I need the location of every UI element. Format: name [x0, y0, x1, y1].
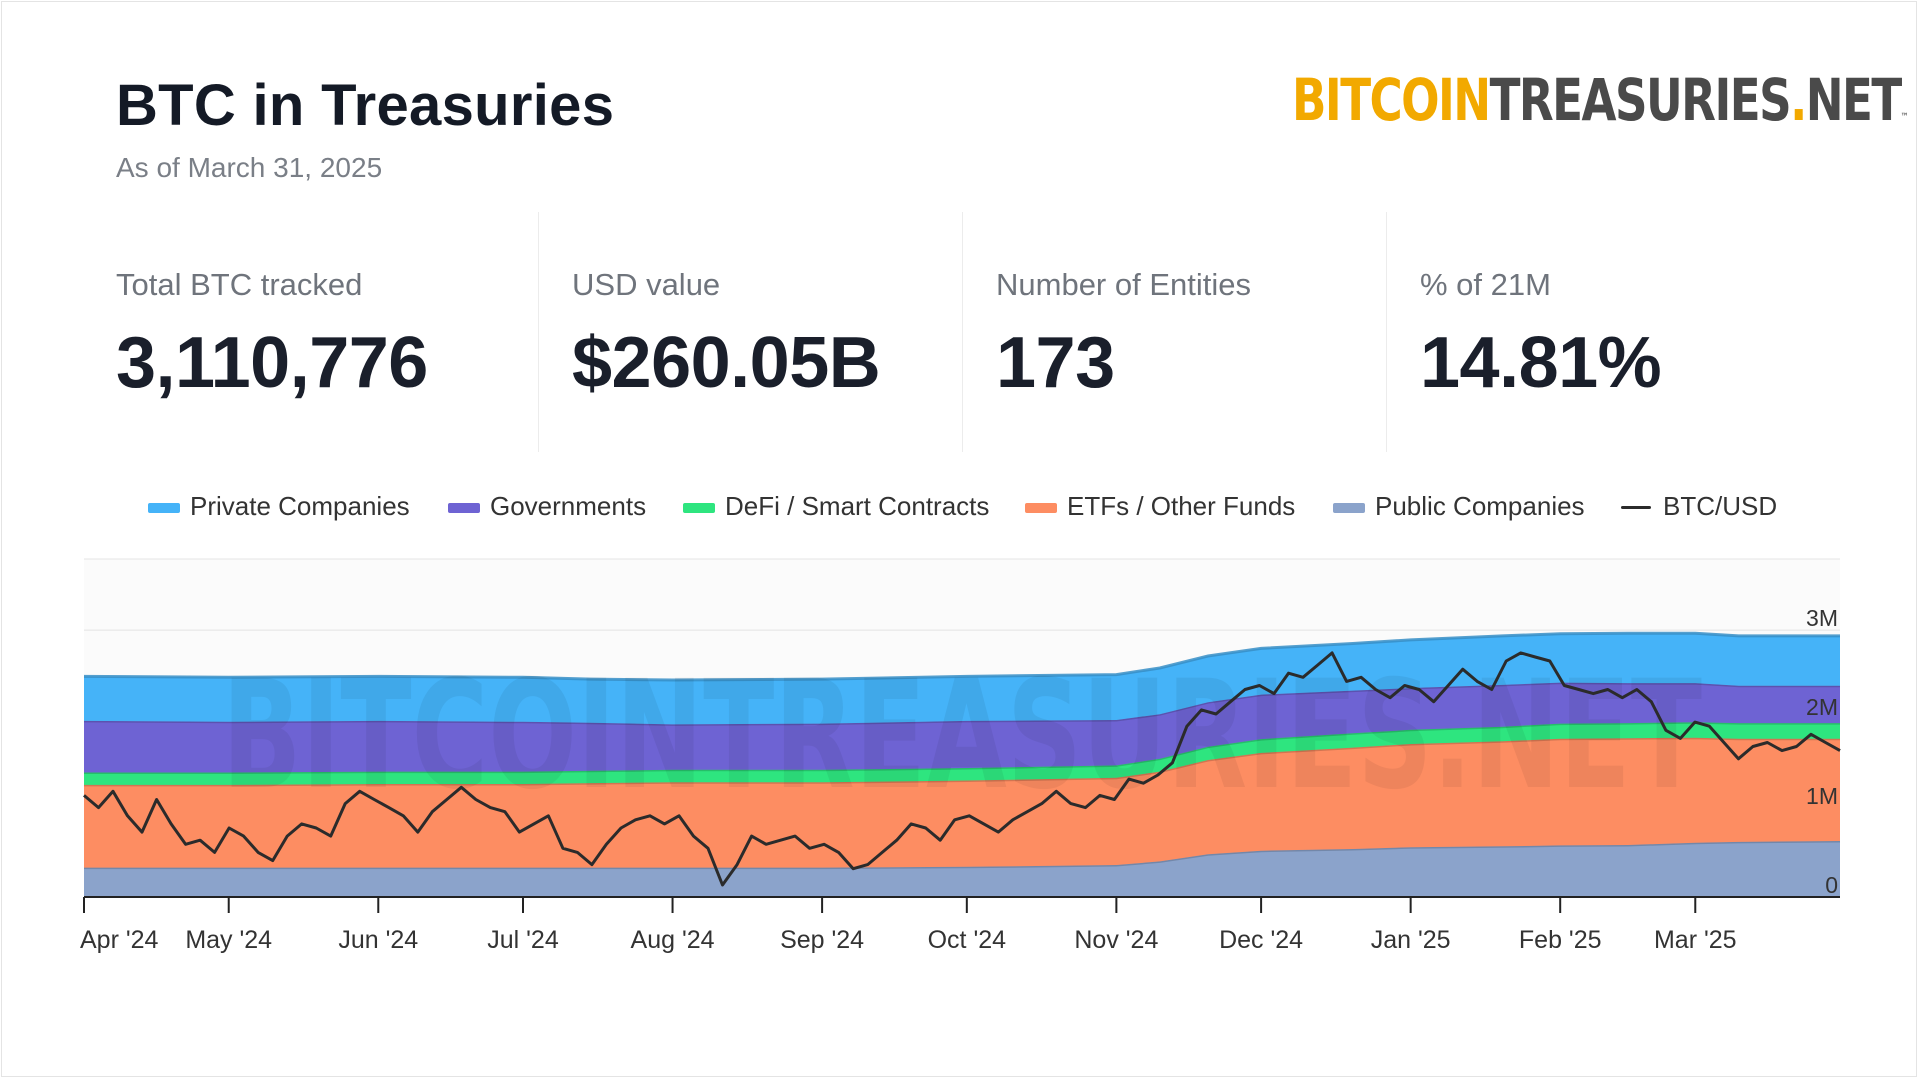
logo-part-net: NET: [1805, 66, 1903, 134]
legend-swatch: [148, 503, 180, 513]
x-tick-label: Jul '24: [487, 926, 559, 954]
y-tick-label: 1M: [1806, 783, 1838, 809]
x-tick-label: Jan '25: [1371, 926, 1451, 954]
x-tick-label: Oct '24: [928, 926, 1007, 954]
y-tick-label: 2M: [1806, 694, 1838, 720]
page-title: BTC in Treasuries: [116, 73, 615, 138]
page-subtitle: As of March 31, 2025: [116, 152, 383, 183]
stat-divider: [1386, 212, 1387, 452]
x-tick-label: Dec '24: [1219, 926, 1303, 954]
legend-swatch: [1621, 506, 1651, 509]
stat-value: 173: [996, 323, 1115, 403]
stacked-area-chart: BITCOINTREASURIES.NET Apr '24 May '24 Jun '…: [80, 558, 1841, 954]
stats-row: Total BTC tracked 3,110,776 USD value $2…: [116, 212, 1836, 452]
y-tick-label: 0: [1825, 872, 1838, 898]
stat-value: 14.81%: [1420, 323, 1662, 403]
logo-part-bitcoin: BITCOIN: [1292, 66, 1491, 134]
btc-usd-line: [83, 651, 1841, 887]
x-tick-label: Nov '24: [1074, 926, 1158, 954]
stat-label: Number of Entities: [996, 267, 1251, 302]
area-defi-smart-contracts: [84, 722, 1840, 785]
bitcointreasuries-logo[interactable]: BITCOINTREASURIES.NET™: [1292, 66, 1908, 146]
area-edge-private-companies: [83, 631, 1840, 682]
logo-part-treasuries: TREASURIES: [1489, 66, 1792, 134]
legend-label: Public Companies: [1375, 491, 1585, 521]
x-tick-label: May '24: [185, 926, 272, 954]
x-tick-label: Aug '24: [631, 926, 715, 954]
watermark: BITCOINTREASURIES.NET: [222, 649, 1702, 823]
stat-value: 3,110,776: [116, 323, 428, 403]
stat-label: Total BTC tracked: [116, 267, 363, 302]
stat-label: USD value: [572, 267, 721, 302]
stat-divider: [962, 212, 963, 452]
x-tick-label: Feb '25: [1519, 926, 1602, 954]
legend-label: DeFi / Smart Contracts: [725, 491, 990, 521]
logo-dot: .: [1790, 66, 1807, 134]
x-tick-label: Sep '24: [780, 926, 864, 954]
x-tick-label: Jun '24: [338, 926, 418, 954]
chart-legend: Private Companies Governments DeFi / Sma…: [2, 490, 1920, 524]
legend-label: Private Companies: [190, 491, 410, 521]
x-tick-label: Mar '25: [1654, 926, 1737, 954]
stat-divider: [538, 212, 539, 452]
legend-swatch: [683, 503, 715, 513]
y-tick-label: 3M: [1806, 605, 1838, 631]
logo-trademark: ™: [1900, 112, 1909, 123]
area-edge-defi-smart-contracts: [84, 720, 1840, 774]
legend-swatch: [1333, 503, 1365, 513]
area-governments: [84, 682, 1840, 773]
legend-swatch: [1025, 503, 1057, 513]
legend-label: ETFs / Other Funds: [1067, 491, 1296, 521]
stat-label: % of 21M: [1420, 267, 1551, 302]
area-private-companies: [84, 633, 1840, 725]
legend-label: Governments: [490, 491, 647, 521]
stat-value: $260.05B: [572, 323, 881, 403]
area-public-companies: [84, 841, 1840, 897]
area-etfs-other-funds: [84, 737, 1840, 868]
x-tick-label: Apr '24: [80, 926, 159, 954]
legend-label: BTC/USD: [1663, 491, 1778, 521]
legend-swatch: [448, 503, 480, 513]
